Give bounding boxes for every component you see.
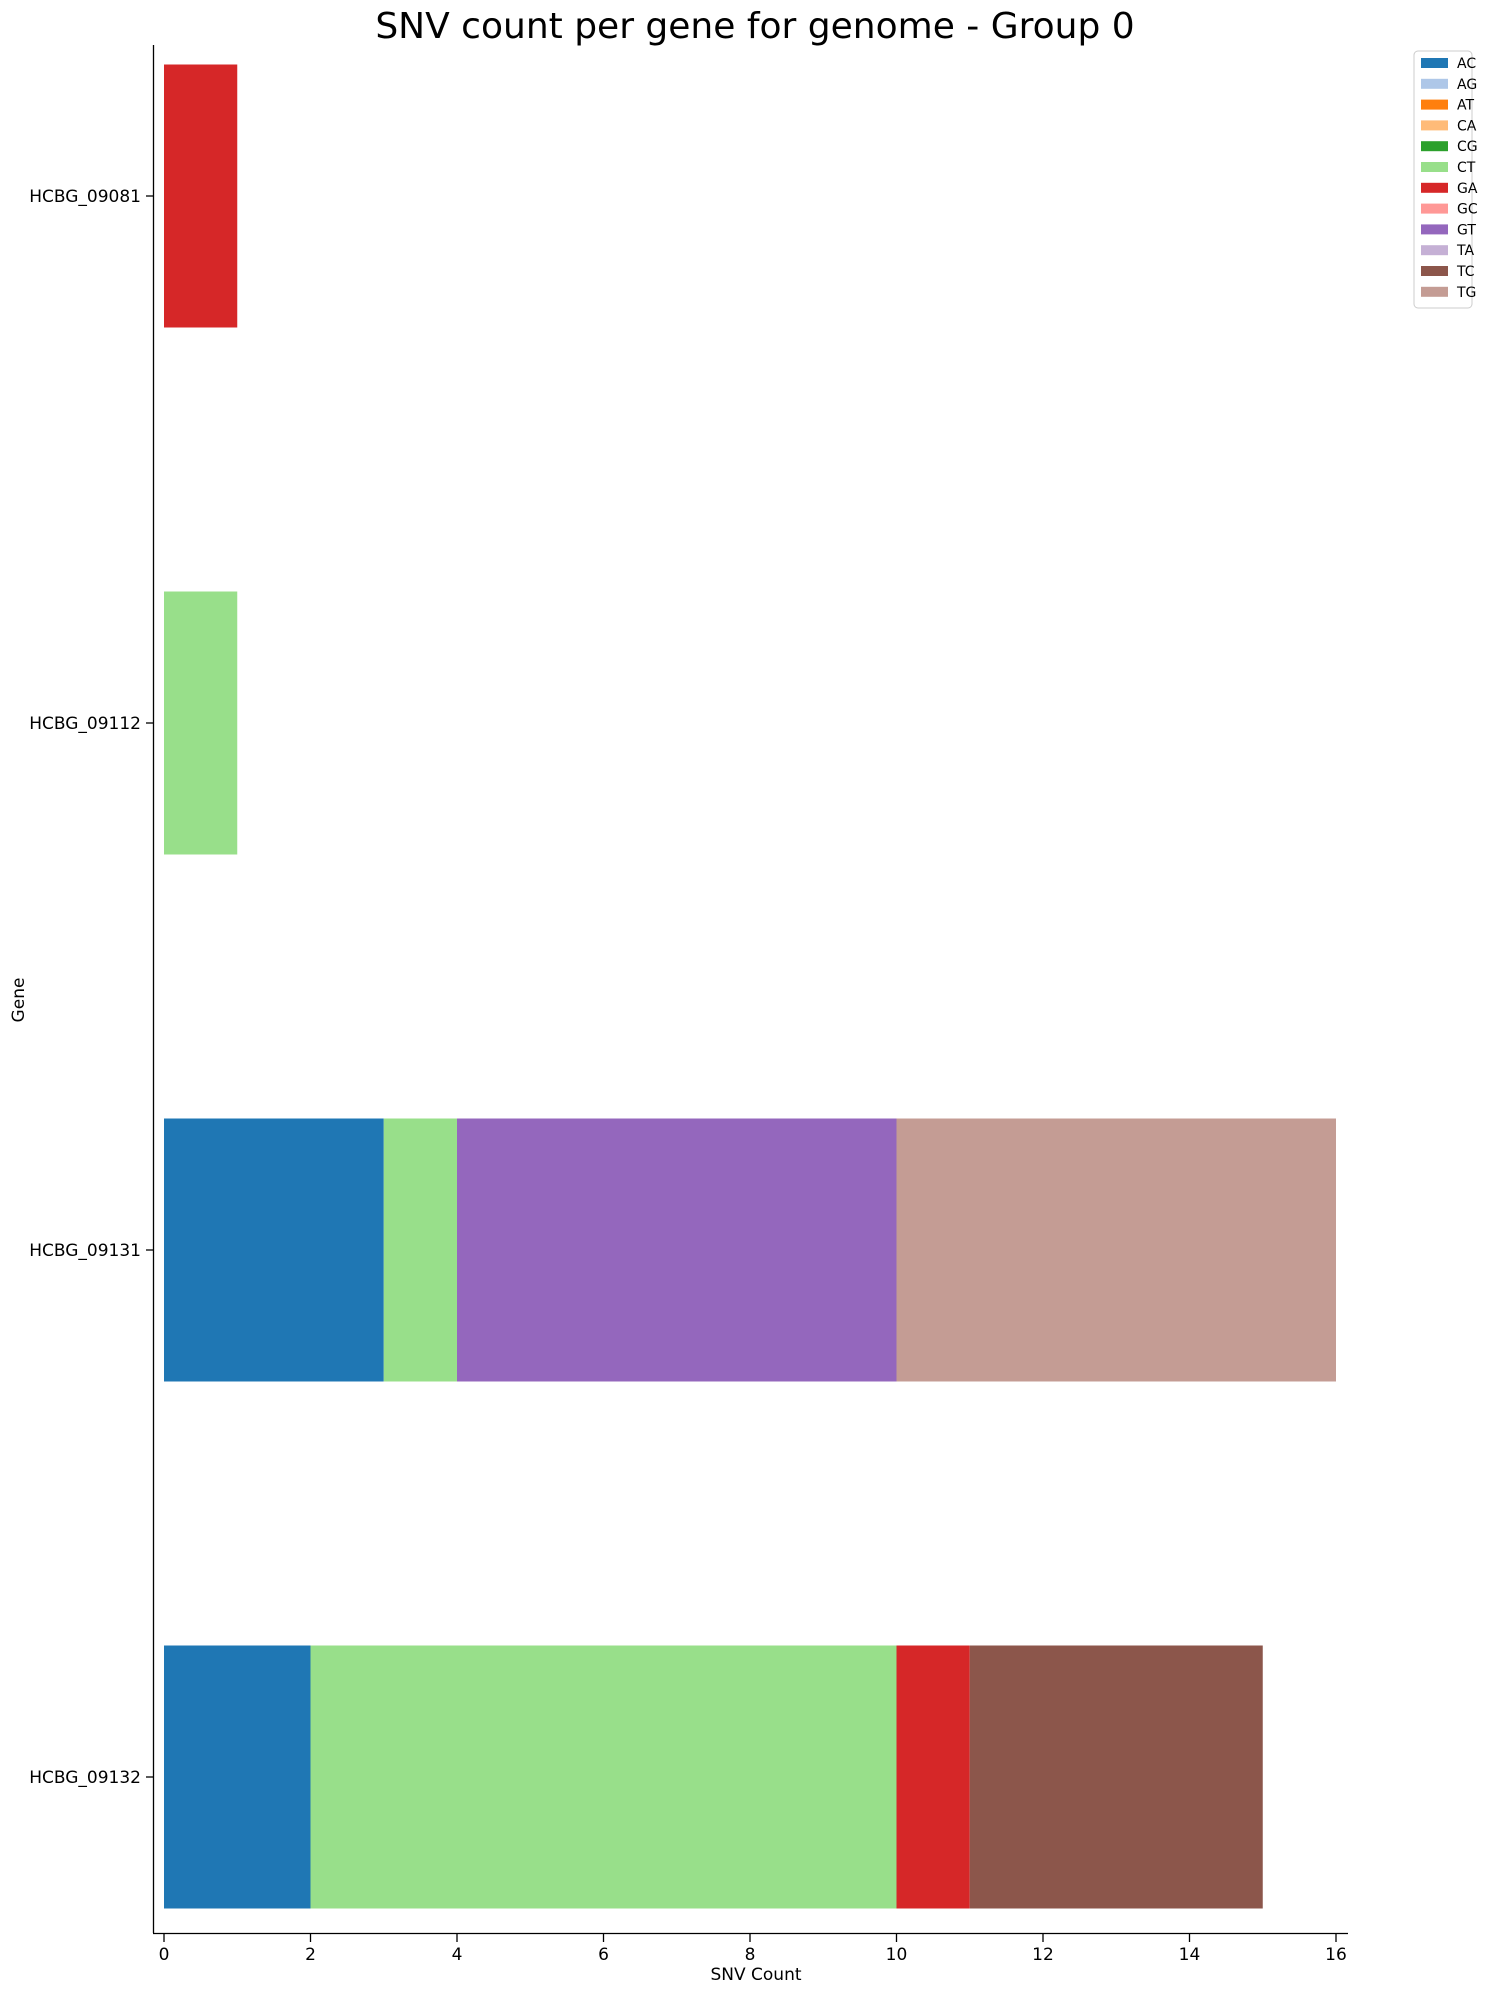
legend-swatch-ag: [1421, 78, 1448, 89]
bar-hcbg_09132-ct: [310, 1645, 897, 1909]
legend-swatch-ct: [1421, 162, 1448, 172]
x-ticks: 0 2 4 6 8 10 12 14 16: [159, 1934, 1347, 1965]
bar-hcbg_09131-ac: [164, 1118, 384, 1382]
y-tick-label: HCBG_09081: [29, 187, 141, 207]
x-tick-label: 16: [1325, 1945, 1347, 1965]
legend-swatch-ta: [1421, 245, 1448, 256]
legend-swatch-gc: [1421, 203, 1448, 214]
x-axis-label: SNV Count: [710, 1965, 801, 1985]
legend-label-ga: GA: [1457, 181, 1478, 197]
legend-swatch-ga: [1421, 182, 1448, 193]
legend-label-cg: CG: [1457, 139, 1478, 155]
legend-label-ta: TA: [1456, 243, 1474, 259]
y-ticks: HCBG_09081 HCBG_09112 HCBG_09131 HCBG_09132: [29, 187, 153, 1788]
bar-hcbg_09131-tg: [896, 1118, 1336, 1382]
y-tick-label: HCBG_09132: [29, 1768, 141, 1788]
x-tick-label: 6: [598, 1945, 609, 1965]
y-tick-label: HCBG_09131: [29, 1241, 141, 1261]
x-tick-label: 14: [1179, 1945, 1201, 1965]
bar-hcbg_09131-ct: [383, 1118, 457, 1382]
x-tick-label: 0: [159, 1945, 170, 1965]
legend-label-ag: AG: [1457, 77, 1477, 93]
legend-swatch-ca: [1421, 120, 1448, 131]
legend-label-ct: CT: [1457, 160, 1476, 176]
x-tick-label: 2: [305, 1945, 316, 1965]
legend-items: AC AG AT CA CG CT GA GC GT TA TC TG: [1421, 56, 1478, 301]
y-tick-label: HCBG_09112: [29, 714, 141, 734]
x-tick-label: 8: [745, 1945, 756, 1965]
x-tick-label: 12: [1032, 1945, 1054, 1965]
x-tick-label: 4: [452, 1945, 463, 1965]
y-axis-label: Gene: [9, 978, 29, 1023]
legend-swatch-tg: [1421, 286, 1448, 297]
bar-hcbg_09131-gt: [457, 1118, 897, 1382]
bar-hcbg_09132-ac: [164, 1645, 311, 1909]
legend-label-ac: AC: [1457, 56, 1476, 72]
x-tick-label: 10: [886, 1945, 908, 1965]
legend-swatch-ac: [1421, 58, 1448, 68]
legend-label-ca: CA: [1457, 118, 1477, 134]
legend: AC AG AT CA CG CT GA GC GT TA TC TG: [1413, 50, 1478, 309]
bars-layer: [164, 64, 1336, 1909]
bar-hcbg_09132-tc: [969, 1645, 1263, 1909]
chart-title: SNV count per gene for genome - Group 0: [375, 6, 1134, 47]
legend-swatch-gt: [1421, 224, 1448, 235]
legend-label-gt: GT: [1457, 222, 1476, 238]
legend-label-at: AT: [1457, 98, 1474, 114]
bar-hcbg_09132-ga: [896, 1645, 970, 1909]
legend-label-tc: TC: [1456, 264, 1475, 280]
legend-swatch-cg: [1421, 141, 1448, 152]
legend-swatch-tc: [1421, 266, 1448, 276]
legend-swatch-at: [1421, 99, 1448, 110]
legend-frame: [1413, 50, 1473, 309]
bar-hcbg_09081-ga: [164, 64, 238, 328]
legend-label-tg: TG: [1456, 285, 1476, 301]
bar-hcbg_09112-ct: [164, 591, 238, 855]
legend-label-gc: GC: [1457, 202, 1478, 218]
